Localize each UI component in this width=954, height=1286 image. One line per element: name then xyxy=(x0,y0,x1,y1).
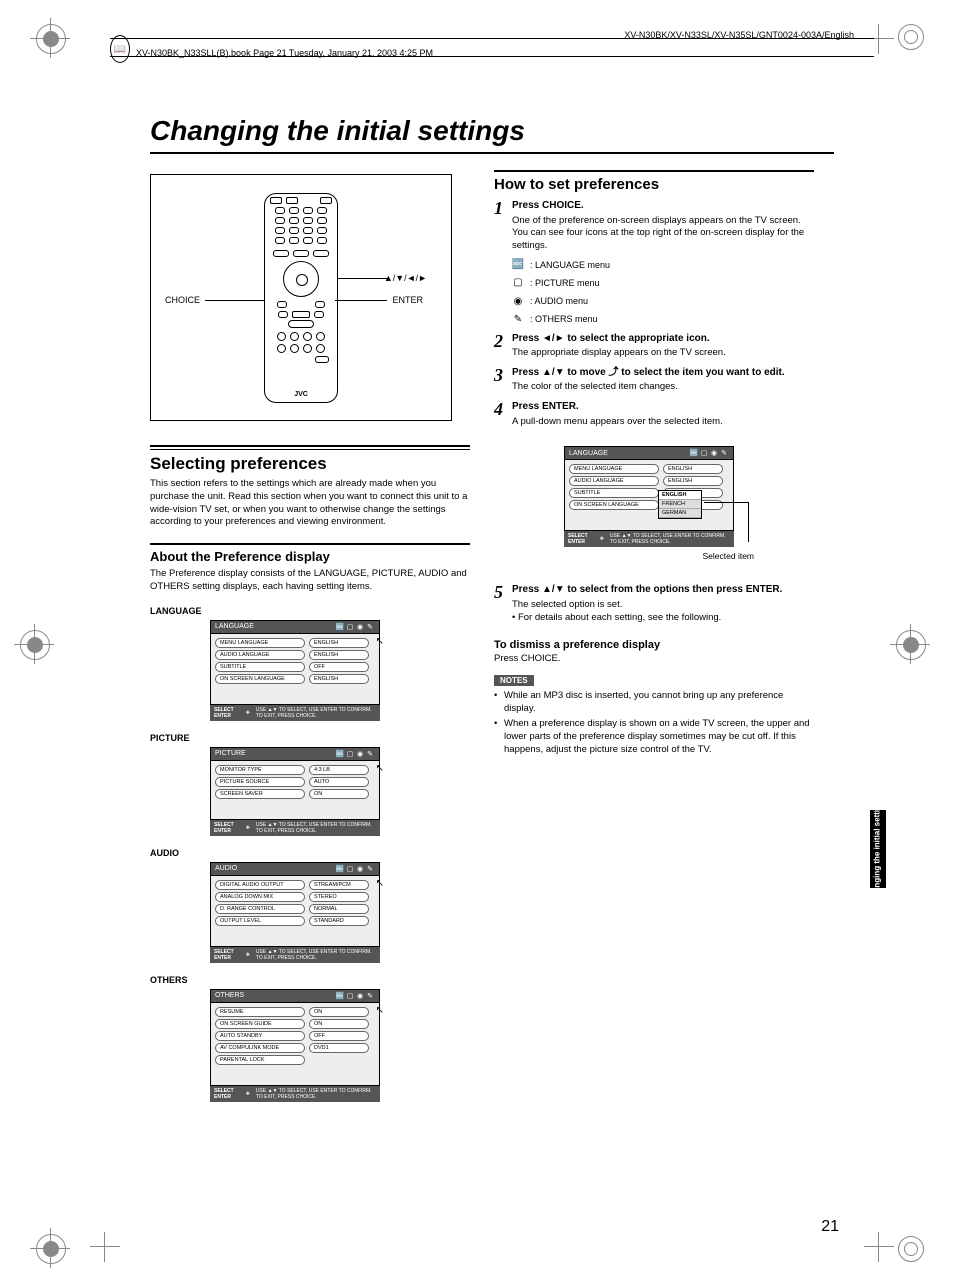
choice-label: CHOICE xyxy=(165,295,200,305)
step3-body: The color of the selected item changes. xyxy=(512,381,678,392)
remote-diagram: JVC CHOICE ENTER ▲/▼/◄/► xyxy=(150,174,452,421)
step1-body2: You can see four icons at the top right … xyxy=(512,227,804,251)
footer-hint: USE ▲▼ TO SELECT, USE ENTER TO CONFIRM. … xyxy=(256,707,376,719)
picture-label: PICTURE xyxy=(150,733,470,743)
picture-menu-icon: ▢ xyxy=(512,277,524,289)
section-side-tab: Changing the initial settings xyxy=(870,810,886,888)
select-hint: SELECT ENTER xyxy=(568,533,594,545)
sel-menu-title: LANGUAGE xyxy=(569,450,608,457)
choice-lead xyxy=(205,300,265,301)
audio-menu-title: AUDIO xyxy=(215,865,237,872)
selecting-preferences-title: Selecting preferences xyxy=(150,454,470,474)
dismiss-body: Press CHOICE. xyxy=(494,653,814,666)
lang-menu-text: : LANGUAGE menu xyxy=(530,259,610,271)
selected-item-screenshot: LANGUAGE🔤▢◉✎ MENU LANGUAGEENGLISHAUDIO L… xyxy=(564,446,734,547)
remote-body: JVC xyxy=(264,193,338,403)
dropdown-menu: ENGLISH FRENCH GERMAN xyxy=(658,490,702,519)
language-menu-screenshot: LANGUAGE🔤▢◉✎ MENU LANGUAGEENGLISHAUDIO L… xyxy=(210,620,380,721)
others-menu-icon: ✎ xyxy=(512,313,524,325)
step-2: 2 Press ◄/► to select the appropriate ic… xyxy=(494,332,814,360)
enter-label: ENTER xyxy=(392,295,423,305)
audio-menu-icon: ◉ xyxy=(512,295,524,307)
step-1: 1 Press CHOICE. One of the preference on… xyxy=(494,199,814,326)
select-hint: SELECT ENTER xyxy=(214,1088,240,1100)
language-menu-title: LANGUAGE xyxy=(215,623,254,630)
step5-body2: • For details about each setting, see th… xyxy=(512,612,721,623)
side-tab-text: Changing the initial settings xyxy=(874,795,882,902)
aud-menu-text: : AUDIO menu xyxy=(530,295,588,307)
callout-line-h xyxy=(704,502,748,503)
picture-menu-screenshot: PICTURE🔤▢◉✎ MONITOR TYPE4:3 LBPICTURE SO… xyxy=(210,747,380,836)
step4-head: Press ENTER. xyxy=(512,400,723,414)
step-3: 3 Press ▲/▼ to move ⤴ to select the item… xyxy=(494,366,814,394)
right-column: How to set preferences 1 Press CHOICE. O… xyxy=(494,170,814,756)
step2-body: The appropriate display appears on the T… xyxy=(512,347,726,358)
pic-menu-text: : PICTURE menu xyxy=(530,277,600,289)
step4-body: A pull-down menu appears over the select… xyxy=(512,416,723,427)
dismiss-title: To dismiss a preference display xyxy=(494,639,814,651)
footer-hint: USE ▲▼ TO SELECT, USE ENTER TO CONFIRM. … xyxy=(256,822,376,834)
note-2: •When a preference display is shown on a… xyxy=(494,718,814,756)
select-hint: SELECT ENTER xyxy=(214,949,240,961)
footer-hint: USE ▲▼ TO SELECT, USE ENTER TO CONFIRM. … xyxy=(256,1088,376,1100)
selecting-preferences-body: This section refers to the settings whic… xyxy=(150,478,470,529)
step1-body1: One of the preference on-screen displays… xyxy=(512,215,801,226)
how-to-set-title: How to set preferences xyxy=(494,176,814,193)
step-4: 4 Press ENTER. A pull-down menu appears … xyxy=(494,400,814,428)
book-header: 📖 XV-N30BK_N33SLL(B).book Page 21 Tuesda… xyxy=(110,38,874,63)
step-5: 5 Press ▲/▼ to select from the options t… xyxy=(494,583,814,624)
picture-menu-title: PICTURE xyxy=(215,750,246,757)
select-hint: SELECT ENTER xyxy=(214,822,240,834)
crop-circle-br xyxy=(898,1236,924,1262)
arrows-label: ▲/▼/◄/► xyxy=(384,273,427,283)
about-preference-body: The Preference display consists of the L… xyxy=(150,568,470,594)
callout-line-v xyxy=(748,502,749,542)
left-column: JVC CHOICE ENTER ▲/▼/◄/► Selecting prefe… xyxy=(150,170,470,1102)
remote-dpad xyxy=(283,261,319,297)
step5-body1: The selected option is set. xyxy=(512,599,622,610)
reg-mark-tl xyxy=(36,24,64,52)
remote-logo: JVC xyxy=(265,391,337,398)
step1-head: Press CHOICE. xyxy=(512,199,814,213)
reg-mark-mr xyxy=(896,630,924,658)
audio-label: AUDIO xyxy=(150,848,470,858)
audio-menu-screenshot: AUDIO🔤▢◉✎ DIGITAL AUDIO OUTPUTSTREAM/PCM… xyxy=(210,862,380,963)
step3-head-b: to select the item you want to edit. xyxy=(621,367,784,378)
footer-hint: USE ▲▼ TO SELECT, USE ENTER TO CONFIRM. … xyxy=(256,949,376,961)
crop-mark-br xyxy=(864,1232,894,1262)
dropdown-opt-2: GERMAN xyxy=(659,509,701,518)
language-label: LANGUAGE xyxy=(150,606,470,616)
others-menu-title: OTHERS xyxy=(215,992,244,999)
dropdown-opt-0: ENGLISH xyxy=(659,491,701,500)
cursor-glyph-icon: ⤴ xyxy=(609,367,619,378)
page-number: 21 xyxy=(821,1218,839,1236)
about-preference-title: About the Preference display xyxy=(150,549,470,564)
oth-menu-text: : OTHERS menu xyxy=(530,313,598,325)
step3-head: Press ▲/▼ to move ⤴ to select the item y… xyxy=(512,366,785,380)
select-hint: SELECT ENTER xyxy=(214,707,240,719)
dropdown-opt-1: FRENCH xyxy=(659,500,701,509)
book-icon: 📖 xyxy=(114,44,126,55)
page-title: Changing the initial settings xyxy=(150,115,525,147)
others-label: OTHERS xyxy=(150,975,470,985)
note-1: •While an MP3 disc is inserted, you cann… xyxy=(494,690,814,716)
others-menu-screenshot: OTHERS🔤▢◉✎ RESUMEONON SCREEN GUIDEONAUTO… xyxy=(210,989,380,1102)
header-rule-bottom xyxy=(110,56,874,57)
notes-label: NOTES xyxy=(494,675,534,686)
arrows-lead xyxy=(337,278,389,279)
enter-lead xyxy=(335,300,387,301)
title-underline xyxy=(150,152,834,154)
step2-head: Press ◄/► to select the appropriate icon… xyxy=(512,332,726,346)
note-1-text: While an MP3 disc is inserted, you canno… xyxy=(504,690,814,716)
crop-mark-bl2 xyxy=(90,1232,120,1262)
reg-mark-bl xyxy=(36,1234,64,1262)
step3-head-a: Press ▲/▼ to move xyxy=(512,367,609,378)
note-2-text: When a preference display is shown on a … xyxy=(504,718,814,756)
step5-head: Press ▲/▼ to select from the options the… xyxy=(512,583,782,597)
reg-mark-ml xyxy=(20,630,48,658)
selected-item-caption: Selected item xyxy=(494,551,754,561)
crop-circle-tr xyxy=(898,24,924,50)
language-menu-icon: 🔤 xyxy=(512,259,524,271)
footer-hint: USE ▲▼ TO SELECT, USE ENTER TO CONFIRM. … xyxy=(610,533,730,545)
